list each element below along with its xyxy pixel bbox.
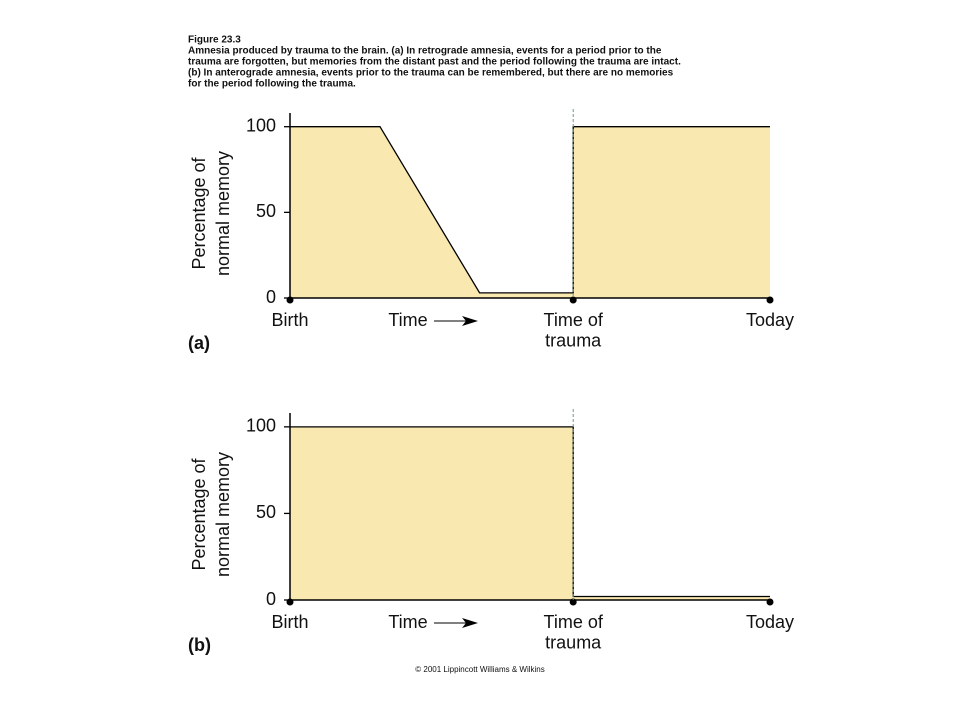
area-fill (290, 126, 770, 298)
y-axis-label: Percentage of (189, 457, 209, 570)
area-fill (290, 426, 770, 600)
y-tick-label: 0 (266, 589, 276, 609)
y-tick-label: 0 (266, 287, 276, 307)
x-tick-dot (569, 598, 577, 606)
x-tick-dot (766, 598, 774, 606)
x-axis-label: Time (388, 310, 427, 330)
area-line (290, 126, 770, 294)
figure-title: Figure 23.3 (188, 35, 241, 46)
panel-label: (a) (188, 333, 210, 353)
x-tick-label: Today (746, 612, 794, 632)
x-tick-label: Time of trauma (544, 310, 604, 351)
copyright: © 2001 Lippincott Williams & Wilkins (415, 665, 545, 674)
x-tick-label: Today (746, 310, 794, 330)
y-axis-label: normal memory (213, 452, 233, 577)
caption-line: for the period following the trauma. (188, 79, 356, 90)
caption-line: (b) In anterograde amnesia, events prior… (188, 68, 674, 79)
y-tick-label: 100 (246, 416, 276, 436)
y-axis-label: Percentage of (189, 156, 209, 269)
x-tick-dot (286, 296, 294, 304)
y-axis-label: normal memory (213, 151, 233, 276)
arrow-head (462, 316, 478, 326)
y-tick-label: 100 (246, 115, 276, 135)
x-tick-label: Birth (271, 612, 308, 632)
panel-label: (b) (188, 635, 211, 655)
x-axis-label: Time (388, 612, 427, 632)
x-tick-label: Time of trauma (544, 612, 604, 653)
caption-line: trauma are forgotten, but memories from … (188, 57, 681, 68)
x-tick-label: Birth (271, 310, 308, 330)
x-tick-dot (766, 296, 774, 304)
x-tick-dot (286, 598, 294, 606)
arrow-head (462, 618, 478, 628)
y-tick-label: 50 (256, 201, 276, 221)
y-tick-label: 50 (256, 502, 276, 522)
x-tick-dot (569, 296, 577, 304)
caption-line: Amnesia produced by trauma to the brain.… (188, 46, 662, 57)
